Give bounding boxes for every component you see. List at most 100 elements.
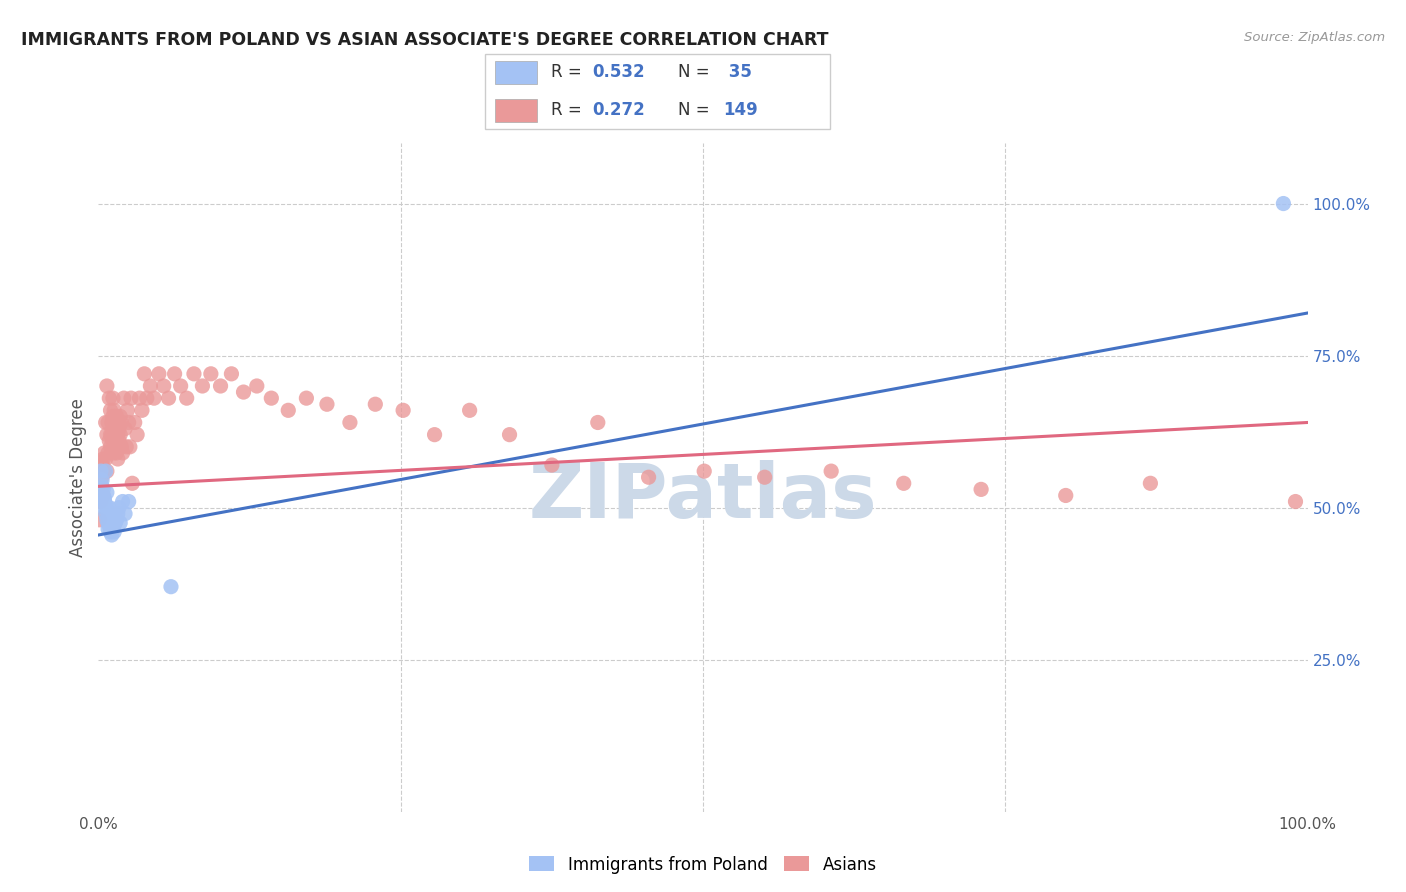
Point [98, 434, 121, 448]
Point [105, 513, 128, 527]
Point [541, 458, 564, 472]
Point [91, 452, 114, 467]
Point [94, 452, 117, 467]
Point [586, 416, 609, 430]
Point [97, 446, 120, 460]
Point [108, 516, 131, 530]
Point [108, 427, 131, 442]
Point [139, 379, 162, 393]
Point [103, 403, 125, 417]
Point [295, 391, 318, 405]
Point [93, 494, 115, 508]
Point [89, 513, 111, 527]
Point [183, 367, 205, 381]
Point [100, 416, 122, 430]
Point [107, 507, 129, 521]
Text: N =: N = [678, 101, 714, 119]
Point [121, 476, 143, 491]
Point [101, 409, 124, 424]
Point [1054, 488, 1077, 502]
Point [97, 522, 120, 536]
Point [124, 416, 146, 430]
Point [103, 427, 125, 442]
Point [93, 500, 115, 515]
Point [1284, 494, 1306, 508]
Point [100, 528, 122, 542]
Point [98, 519, 121, 533]
FancyBboxPatch shape [495, 99, 537, 122]
Point [232, 385, 254, 400]
Point [339, 416, 361, 430]
Point [127, 427, 149, 442]
Point [157, 391, 180, 405]
Point [364, 397, 387, 411]
Point [131, 403, 153, 417]
Point [93, 491, 115, 506]
Point [169, 379, 191, 393]
Point [117, 403, 139, 417]
Point [970, 483, 993, 497]
Point [104, 416, 127, 430]
Point [94, 464, 117, 478]
Text: ZIPatlas: ZIPatlas [529, 460, 877, 534]
Point [191, 379, 214, 393]
FancyBboxPatch shape [495, 62, 537, 84]
Point [134, 367, 156, 381]
Point [101, 434, 124, 448]
Point [93, 464, 115, 478]
Point [100, 507, 122, 521]
Point [90, 494, 112, 508]
Point [98, 391, 121, 405]
Point [100, 403, 122, 417]
Point [120, 391, 142, 405]
Text: Source: ZipAtlas.com: Source: ZipAtlas.com [1244, 31, 1385, 45]
Point [200, 367, 222, 381]
Text: R =: R = [551, 63, 586, 81]
Point [1272, 196, 1295, 211]
Point [392, 403, 415, 417]
Point [91, 483, 114, 497]
Point [148, 367, 170, 381]
Point [91, 473, 114, 487]
Point [1139, 476, 1161, 491]
Point [94, 416, 117, 430]
Point [105, 446, 128, 460]
Point [101, 522, 124, 536]
Point [90, 464, 112, 478]
Point [108, 409, 131, 424]
FancyBboxPatch shape [485, 54, 830, 129]
Point [498, 427, 520, 442]
Point [96, 427, 118, 442]
Point [104, 516, 127, 530]
Point [101, 391, 124, 405]
Text: 149: 149 [723, 101, 758, 119]
Point [893, 476, 915, 491]
Point [163, 367, 186, 381]
Point [118, 416, 141, 430]
Point [115, 440, 138, 454]
Point [97, 507, 120, 521]
Text: IMMIGRANTS FROM POLAND VS ASIAN ASSOCIATE'S DEGREE CORRELATION CHART: IMMIGRANTS FROM POLAND VS ASIAN ASSOCIAT… [21, 31, 828, 49]
Point [221, 367, 243, 381]
Point [108, 421, 131, 435]
Point [260, 391, 283, 405]
Point [820, 464, 842, 478]
Point [91, 488, 114, 502]
Text: 35: 35 [723, 63, 752, 81]
Point [103, 524, 125, 539]
Point [110, 440, 132, 454]
Point [110, 416, 132, 430]
Point [754, 470, 776, 484]
Point [94, 507, 117, 521]
Point [104, 440, 127, 454]
Point [94, 498, 117, 512]
Point [143, 391, 166, 405]
Legend: Immigrants from Poland, Asians: Immigrants from Poland, Asians [523, 849, 883, 880]
Point [97, 516, 120, 530]
Point [107, 427, 129, 442]
Point [209, 379, 232, 393]
Point [111, 446, 134, 460]
Point [96, 485, 118, 500]
Point [118, 494, 141, 508]
Point [100, 440, 122, 454]
